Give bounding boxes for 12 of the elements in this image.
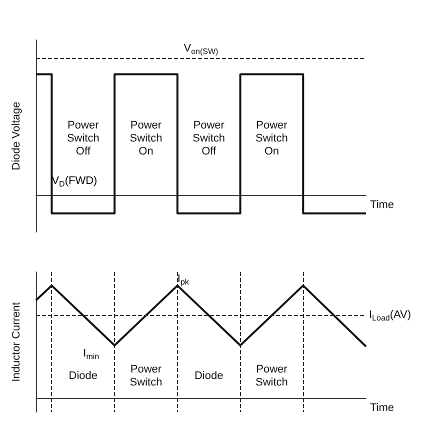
annotation: Power Switch [130,363,162,388]
annotation: Power Switch Off [192,119,226,158]
x-axis-title: Time [370,402,394,414]
annotation: Power Switch On [130,119,162,158]
annotation: Power Switch [256,363,288,388]
y-axis-title: Diode Voltage [10,102,22,170]
x-axis-title: Time [370,198,394,211]
y-axis-title: Inductor Current [10,302,22,382]
annotation: Diode [68,370,98,382]
annotation: Power Switch On [256,119,288,158]
annotation: Power Switch Off [66,119,100,158]
annotation: Diode [194,370,224,382]
